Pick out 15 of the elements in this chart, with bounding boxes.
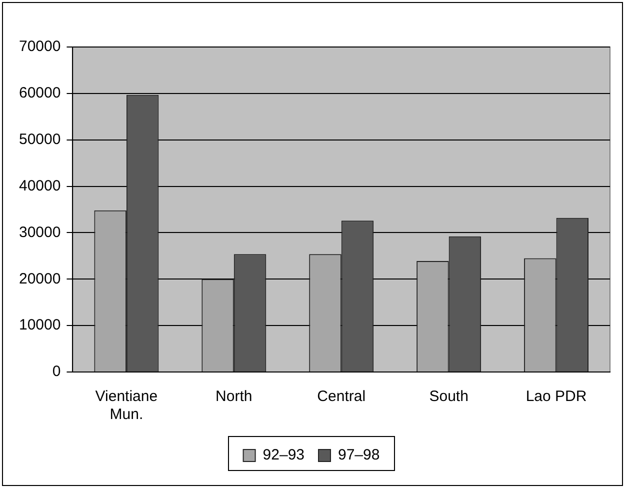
y-tick-label: 50000 [18,131,61,148]
x-tick-label: Lao PDR [526,388,587,406]
y-tick-label: 20000 [18,270,61,288]
y-tick-label: 10000 [18,316,61,334]
y-tick-label: 0 [52,363,61,380]
x-tick-label: Vientiane Mun. [95,388,158,424]
y-tick-label: 40000 [18,177,61,194]
y-tick-label: 70000 [18,38,61,56]
legend-label: 97–98 [338,446,380,464]
y-tick-label: 30000 [18,224,61,241]
legend-label: 92–93 [262,446,305,464]
x-tick-label: South [429,388,468,406]
x-tick-label: Central [317,388,366,406]
x-tick-label: North [216,388,252,406]
y-tick-label: 60000 [18,84,61,102]
